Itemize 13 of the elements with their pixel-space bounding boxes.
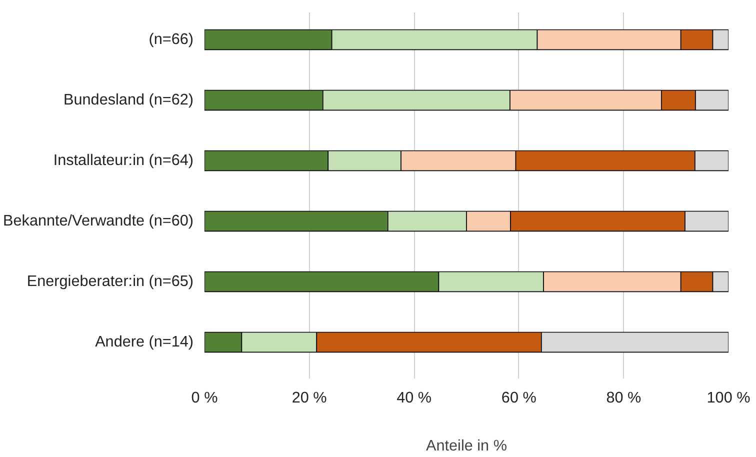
x-tick-label: 80 % <box>606 390 642 406</box>
x-axis-title: Anteile in % <box>426 438 508 454</box>
x-tick-label: 20 % <box>292 390 328 406</box>
x-tick-label: 60 % <box>501 390 537 406</box>
x-tick-label: 40 % <box>396 390 432 406</box>
y-tick-label: (n=66) <box>148 31 194 48</box>
x-tick-label: 100 % <box>706 390 751 406</box>
y-tick-label: Installateur:in (n=64) <box>53 152 194 170</box>
x-tick-label: 0 % <box>191 390 218 406</box>
y-tick-label: Energieberater:in (n=65) <box>26 273 194 290</box>
y-tick-label: Bekannte/Verwandte (n=60) <box>3 212 194 230</box>
y-tick-label: Andere (n=14) <box>95 334 194 351</box>
y-tick-label: Bundesland (n=62) <box>64 92 194 109</box>
